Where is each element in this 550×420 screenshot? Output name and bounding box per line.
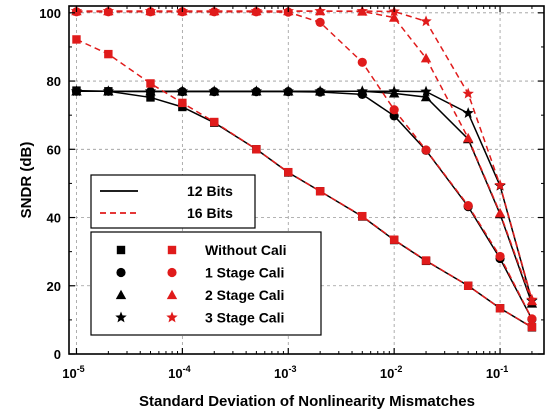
data-point-star <box>462 107 474 118</box>
data-point-star <box>208 5 220 16</box>
y-tick-label: 60 <box>47 142 61 157</box>
data-point-square <box>358 211 367 221</box>
data-point-star <box>388 85 400 97</box>
plot-frame <box>68 5 545 355</box>
data-point-square <box>252 145 261 154</box>
legend-marker-black-square <box>116 245 126 255</box>
data-point-star <box>420 85 432 97</box>
legend-lines-frame <box>90 174 256 229</box>
data-point-star <box>356 85 368 97</box>
data-point-star <box>70 85 83 97</box>
y-tick-label: 0 <box>54 347 61 362</box>
legend-markers-box: Without Cali 1 Stage Cali 2 Stage Cali 3 St… <box>90 231 322 336</box>
data-point-square <box>284 167 293 177</box>
data-point-square <box>421 256 431 265</box>
data-point-triangle <box>388 12 400 22</box>
legend-line-label: 12 Bits <box>187 183 233 199</box>
data-point-square <box>389 235 399 244</box>
data-point-star <box>356 5 368 16</box>
data-point-star <box>144 85 157 97</box>
data-point-triangle <box>494 207 506 218</box>
data-point-square <box>210 117 219 127</box>
legend-marker-label: 3 Stage Cali <box>205 310 284 326</box>
y-tick-label: 100 <box>39 6 61 21</box>
series-16bit-square <box>72 35 537 332</box>
data-point-circle <box>357 57 367 67</box>
data-point-triangle <box>420 91 432 102</box>
legend-marker-black-star <box>115 311 127 323</box>
data-point-square <box>104 49 113 59</box>
x-tick-label: 10-1 <box>486 364 508 381</box>
data-point-star <box>102 85 115 97</box>
data-point-star <box>250 5 263 16</box>
series-line <box>76 38 533 328</box>
legend-marker-black-circle <box>116 267 126 278</box>
legend-markers-frame <box>90 231 322 336</box>
data-point-square <box>315 187 325 196</box>
data-point-star <box>144 5 157 16</box>
legend-marker-red-star <box>166 311 178 323</box>
data-point-star <box>462 87 474 99</box>
data-point-star <box>102 5 115 16</box>
data-point-square <box>495 304 505 313</box>
data-point-square <box>72 35 81 44</box>
legend-marker-label: 1 Stage Cali <box>205 265 284 281</box>
x-tick-label: 10-2 <box>380 364 402 381</box>
data-point-star <box>282 85 294 97</box>
data-point-square <box>178 98 187 108</box>
data-point-square <box>463 281 473 290</box>
data-point-square <box>146 79 155 88</box>
legend-marker-red-circle <box>167 267 177 278</box>
y-axis-title: SNDR (dB) <box>18 142 35 219</box>
legend-line-label: 16 Bits <box>187 205 233 221</box>
legend-lines-box: 12 Bits 16 Bits <box>90 174 256 229</box>
series-line <box>76 10 533 300</box>
y-tick-label: 40 <box>47 211 61 226</box>
legend-marker-black-triangle <box>115 289 127 300</box>
legend-marker-red-square <box>167 245 177 255</box>
data-point-circle <box>463 200 473 211</box>
data-point-circle <box>495 251 505 262</box>
data-point-star <box>250 85 263 97</box>
data-point-triangle <box>420 53 432 63</box>
y-tick-label: 80 <box>47 74 61 89</box>
data-point-star <box>208 85 220 97</box>
series-line <box>76 90 533 301</box>
x-axis-title: Standard Deviation of Nonlinearity Misma… <box>139 393 475 410</box>
data-point-circle <box>389 105 399 115</box>
x-tick-label: 10-3 <box>274 364 296 381</box>
data-point-star <box>314 85 326 97</box>
legend-marker-red-triangle <box>166 289 178 300</box>
data-point-star <box>526 293 538 305</box>
data-point-star <box>420 15 432 27</box>
x-tick-label: 10-4 <box>168 364 190 381</box>
axis-ticks <box>69 6 544 355</box>
data-point-star <box>314 5 326 16</box>
data-point-circle <box>315 17 325 27</box>
x-tick-label: 10-5 <box>62 364 84 381</box>
legend-marker-label: 2 Stage Cali <box>205 287 284 303</box>
data-point-star <box>176 85 189 97</box>
data-point-square <box>146 93 155 102</box>
data-point-triangle <box>462 132 474 143</box>
data-point-circle <box>421 145 431 155</box>
y-tick-label: 20 <box>47 279 61 294</box>
data-point-circle <box>527 314 537 324</box>
series-line <box>76 10 533 302</box>
data-point-star <box>494 179 506 190</box>
data-point-square <box>527 322 537 332</box>
series-layer <box>70 5 538 332</box>
legend-marker-label: Without Cali <box>205 242 287 258</box>
tick-labels: 0 20 40 60 80 100 10-5 10-4 10-3 10-2 10-1 <box>39 6 508 381</box>
